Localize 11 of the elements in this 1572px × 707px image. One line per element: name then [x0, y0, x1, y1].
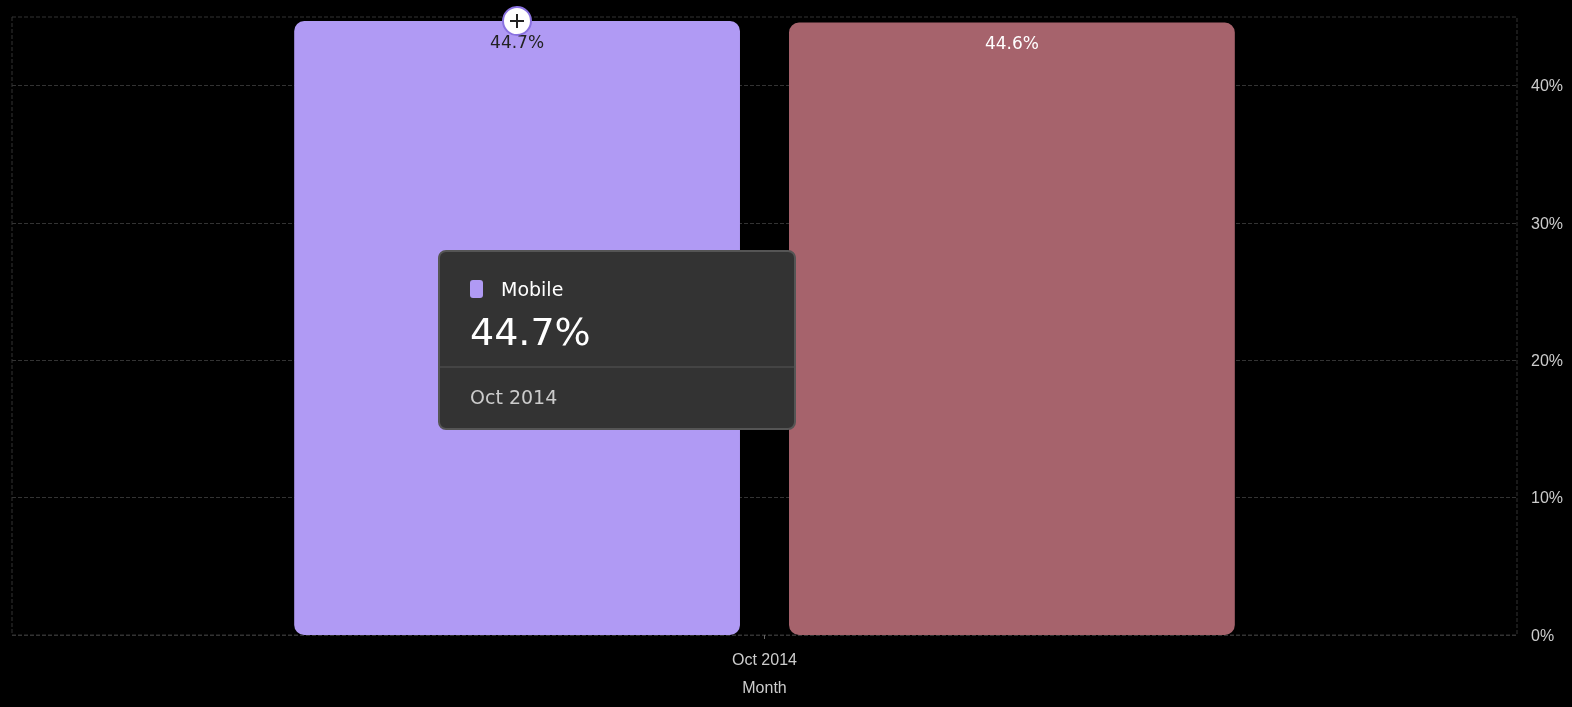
- x-tick-label: Oct 2014: [732, 650, 798, 668]
- y-tick-label: 10%: [1531, 489, 1564, 507]
- y-tick-label: 20%: [1531, 351, 1564, 369]
- legend-label: Mobile: [501, 278, 564, 300]
- data-label: 44.7%: [490, 31, 545, 52]
- x-axis-title: Month: [742, 678, 787, 696]
- tooltip-card: Mobile 44.7% Oct 2014: [438, 250, 796, 430]
- y-tick-label: 30%: [1531, 214, 1564, 232]
- data-label: 44.6%: [984, 32, 1039, 53]
- y-tick-label: 0%: [1531, 626, 1555, 644]
- y-tick-label: 40%: [1531, 77, 1564, 95]
